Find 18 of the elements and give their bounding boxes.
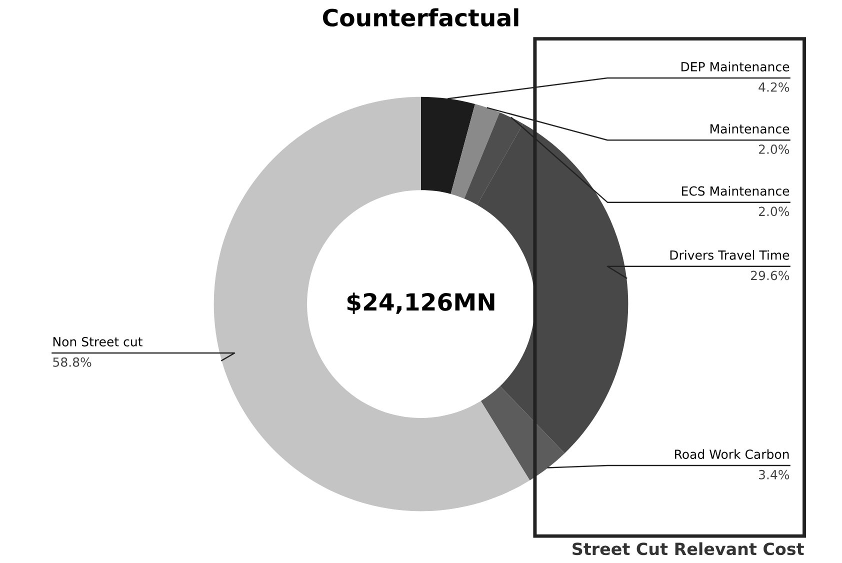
data-label: 2.0% [758, 144, 790, 154]
slice-label: Maintenance [710, 124, 790, 134]
slice-label: Drivers Travel Time [670, 250, 790, 260]
data-label: 3.4% [758, 470, 790, 480]
donut-slice [214, 96, 530, 512]
data-label: 29.6% [750, 270, 790, 280]
chart-title: Counterfactual [322, 8, 518, 27]
slice-label: DEP Maintenance [681, 62, 790, 72]
data-label: 2.0% [758, 206, 790, 216]
donut-slice [450, 104, 500, 199]
data-label: 58.8% [53, 357, 92, 367]
slice-label: Road Work Carbon [675, 449, 789, 459]
donut-slice [480, 386, 565, 480]
slice-label: Non Street cut [53, 337, 142, 346]
text: $24,126MN [347, 292, 494, 314]
text: Street Cut Relevant Cost [572, 542, 804, 556]
slice-label: ECS Maintenance [682, 186, 790, 196]
data-label: 4.2% [758, 82, 790, 92]
